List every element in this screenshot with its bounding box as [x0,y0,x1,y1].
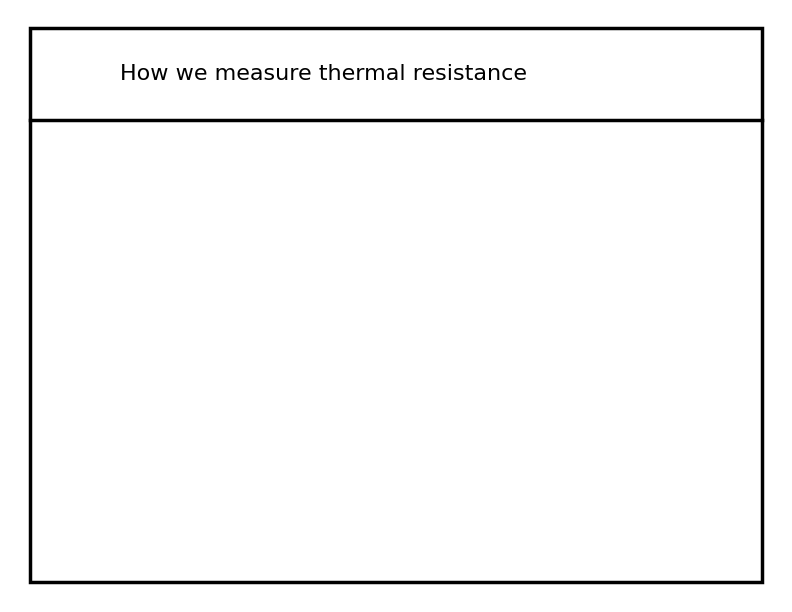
Text: How we measure thermal resistance: How we measure thermal resistance [120,64,527,84]
